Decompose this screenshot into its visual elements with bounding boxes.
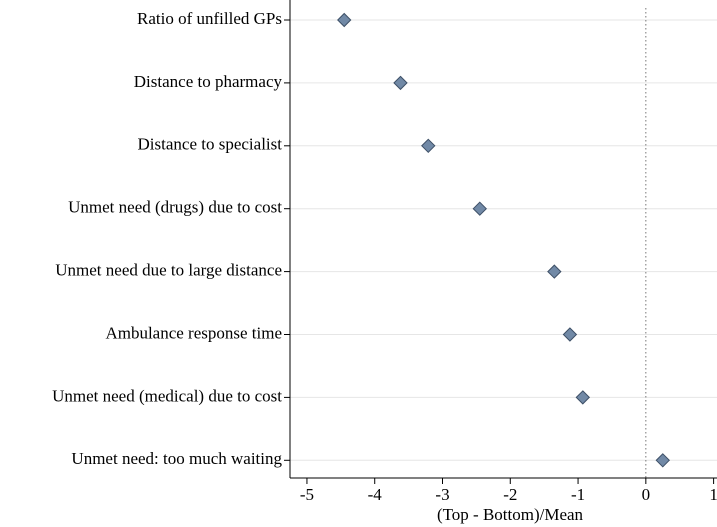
y-tick-label: Ratio of unfilled GPs xyxy=(137,9,282,28)
y-tick-label: Unmet need: too much waiting xyxy=(71,449,282,468)
x-tick-label: -3 xyxy=(435,485,449,504)
marker xyxy=(655,453,670,468)
x-tick-label: 1 xyxy=(709,485,717,504)
y-tick-label: Ambulance response time xyxy=(105,323,282,342)
x-axis-title: (Top - Bottom)/Mean xyxy=(437,505,584,524)
y-tick-label: Unmet need (medical) due to cost xyxy=(52,386,282,405)
x-tick-label: -2 xyxy=(503,485,517,504)
y-tick-label: Unmet need (drugs) due to cost xyxy=(68,198,282,217)
marker xyxy=(421,138,436,154)
x-tick-label: 0 xyxy=(642,485,651,504)
marker xyxy=(472,201,487,216)
marker xyxy=(575,390,591,405)
x-tick-label: -5 xyxy=(300,485,314,504)
marker xyxy=(393,75,408,91)
marker xyxy=(337,12,352,28)
y-tick-label: Distance to pharmacy xyxy=(134,72,283,91)
y-tick-label: Unmet need due to large distance xyxy=(55,261,282,280)
y-tick-label: Distance to specialist xyxy=(138,135,283,154)
marker xyxy=(547,264,562,279)
marker xyxy=(562,327,578,342)
x-tick-label: -1 xyxy=(571,485,585,504)
x-tick-label: -4 xyxy=(368,485,383,504)
